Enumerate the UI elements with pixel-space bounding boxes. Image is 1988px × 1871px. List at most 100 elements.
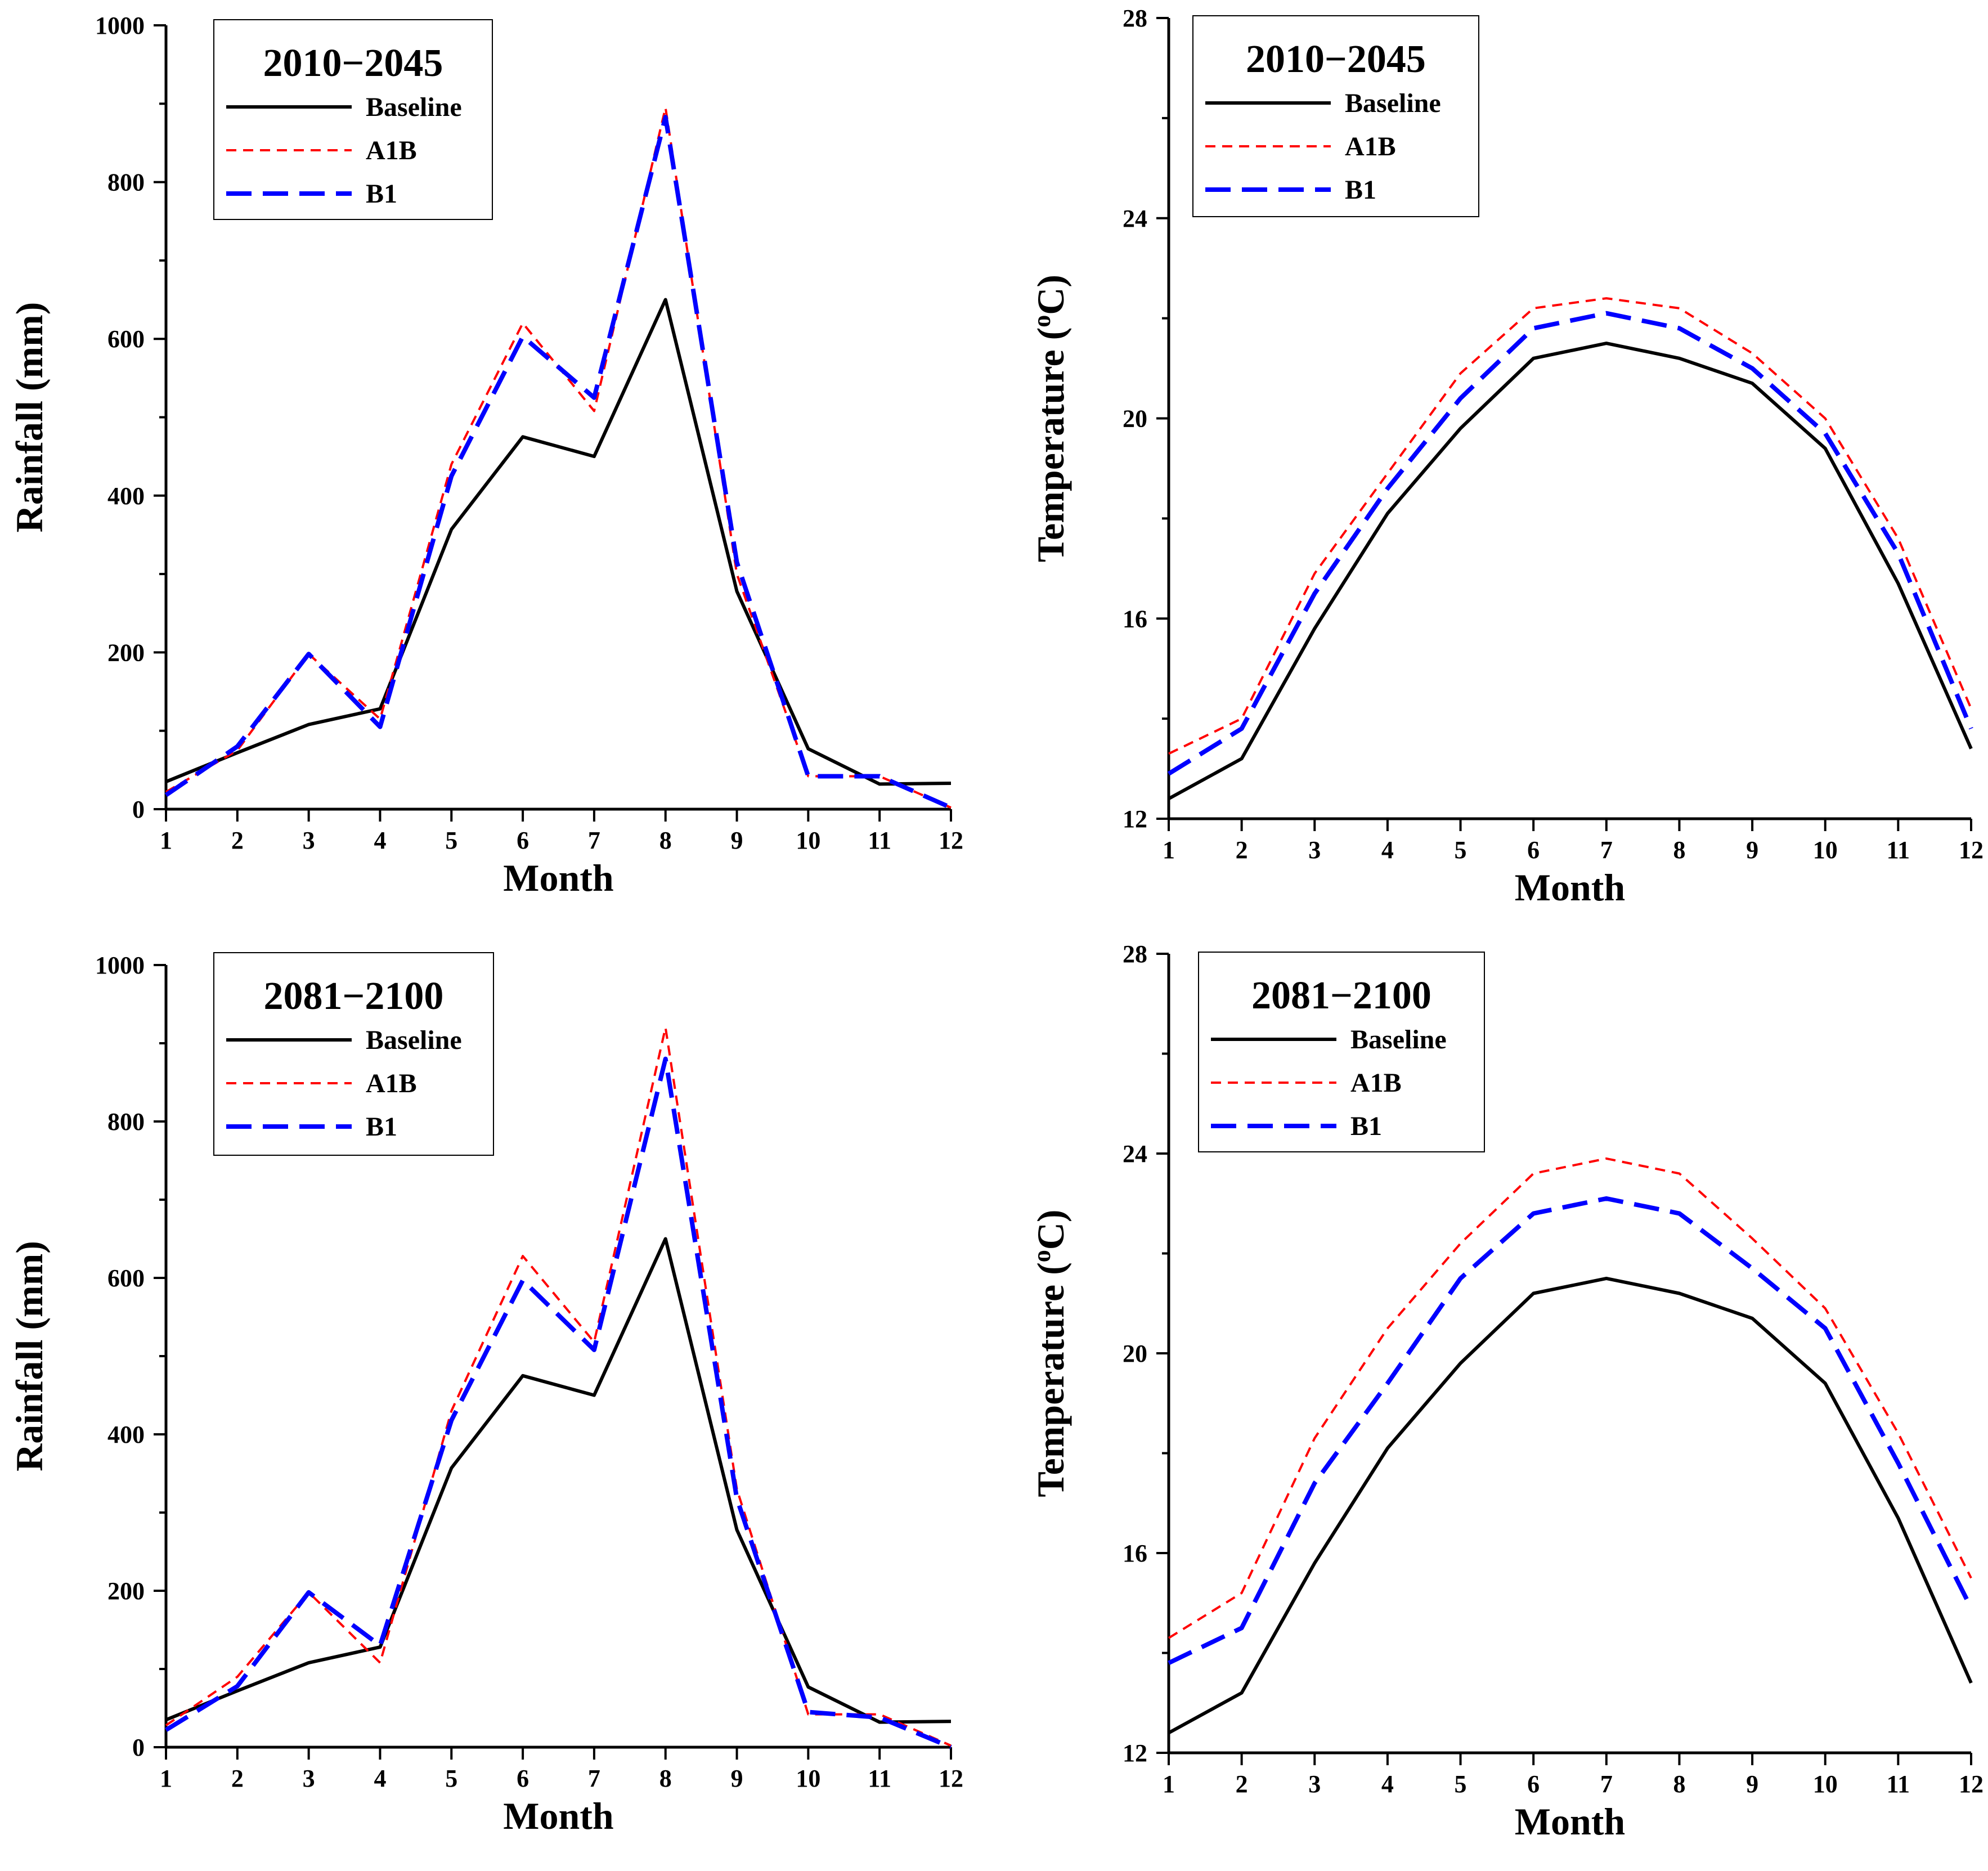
x-tick-label: 12 [939, 827, 963, 854]
x-tick-label: 4 [1381, 1770, 1394, 1798]
x-tick-label: 6 [1527, 1770, 1540, 1798]
y-axis-title-main: Temperature ( [1029, 327, 1072, 562]
x-tick-label: 9 [1746, 1770, 1758, 1798]
x-tick-label: 6 [517, 827, 529, 854]
legend-label-a1b: A1B [1350, 1068, 1402, 1098]
y-tick-label: 24 [1123, 205, 1147, 232]
x-tick-label: 3 [1308, 836, 1321, 864]
legend-box [1198, 952, 1485, 1152]
legend-label-a1b: A1B [366, 136, 417, 165]
y-axis-title: Temperature (oC) [1028, 1209, 1072, 1497]
series-line-b1 [1168, 1196, 1973, 1665]
legend-box [213, 952, 494, 1156]
legend-title: 2081−2100 [264, 975, 444, 1018]
y-tick-label: 20 [1123, 1340, 1147, 1367]
y-axis-title-tail: C) [1029, 275, 1072, 315]
legend-label-a1b: A1B [1345, 132, 1396, 161]
y-tick-label: 1000 [95, 952, 145, 979]
series-line-b1 [1167, 311, 1973, 776]
y-tick-label: 12 [1123, 805, 1147, 833]
legend-label-b1: B1 [366, 179, 397, 209]
y-tick-label: 28 [1123, 5, 1147, 32]
series-line-baseline [165, 298, 952, 786]
x-tick-label: 10 [796, 827, 820, 854]
y-tick-label: 0 [132, 1734, 145, 1761]
x-tick-label: 4 [374, 827, 386, 854]
x-tick-label: 11 [868, 827, 891, 854]
x-tick-label: 7 [588, 1765, 600, 1792]
y-tick-label: 20 [1123, 405, 1147, 433]
x-tick-label: 2 [231, 1765, 244, 1792]
x-tick-label: 12 [1959, 1770, 1983, 1798]
y-axis-title-superscript: o [1028, 315, 1056, 327]
legend-label-baseline: Baseline [1350, 1025, 1447, 1055]
x-tick-label: 8 [659, 827, 672, 854]
x-tick-label: 5 [1455, 1770, 1467, 1798]
x-tick-label: 12 [1959, 836, 1983, 864]
legend-title: 2010−2045 [1246, 38, 1426, 81]
x-tick-label: 10 [1813, 1770, 1838, 1798]
x-tick-label: 11 [1887, 1770, 1910, 1798]
series-line-a1b [1168, 1157, 1972, 1639]
legend-label-b1: B1 [1350, 1111, 1382, 1141]
y-tick-label: 16 [1123, 1540, 1147, 1567]
y-tick-label: 600 [107, 325, 145, 353]
x-tick-label: 2 [231, 827, 244, 854]
y-axis-title: Rainfall (mm) [8, 302, 51, 533]
y-axis-title-tail: C) [1029, 1209, 1072, 1250]
legend-label-baseline: Baseline [1345, 88, 1441, 118]
y-axis-title: Temperature (oC) [1028, 275, 1072, 562]
x-tick-label: 1 [160, 1765, 172, 1792]
x-axis-title: Month [1515, 1800, 1625, 1843]
x-tick-label: 7 [1600, 836, 1613, 864]
x-tick-label: 4 [1381, 836, 1394, 864]
legend-box [1192, 15, 1479, 217]
series-line-a1b [1168, 297, 1972, 755]
x-axis-title: Month [1515, 866, 1625, 909]
x-tick-label: 3 [1308, 1770, 1321, 1798]
legend-box [213, 19, 493, 220]
legend-label-a1b: A1B [366, 1069, 417, 1098]
x-tick-label: 2 [1236, 1770, 1248, 1798]
series-line-b1 [164, 1056, 952, 1749]
series-line-baseline [1168, 342, 1973, 801]
x-tick-label: 9 [1746, 836, 1758, 864]
x-tick-label: 8 [1673, 1770, 1685, 1798]
x-tick-label: 1 [160, 827, 172, 854]
x-tick-label: 11 [1887, 836, 1910, 864]
x-tick-label: 9 [731, 1765, 743, 1792]
x-tick-label: 10 [796, 1765, 820, 1792]
x-tick-label: 6 [517, 1765, 529, 1792]
legend-title: 2010−2045 [263, 42, 443, 85]
x-tick-label: 1 [1163, 836, 1175, 864]
y-axis-title: Rainfall (mm) [8, 1241, 51, 1471]
y-axis-title-main: Temperature ( [1029, 1262, 1072, 1497]
x-tick-label: 5 [445, 827, 457, 854]
legend-label-baseline: Baseline [366, 1025, 462, 1055]
y-tick-label: 600 [107, 1264, 145, 1292]
y-tick-label: 28 [1123, 940, 1147, 968]
y-tick-label: 800 [107, 169, 145, 196]
y-tick-label: 800 [107, 1108, 145, 1136]
y-axis-title-superscript: o [1028, 1250, 1056, 1262]
x-axis-title: Month [503, 1794, 613, 1837]
legend-title: 2081−2100 [1251, 974, 1431, 1017]
y-tick-label: 200 [107, 1577, 145, 1605]
y-tick-label: 1000 [95, 12, 145, 39]
x-tick-label: 12 [939, 1765, 963, 1792]
x-tick-label: 9 [731, 827, 743, 854]
y-tick-label: 0 [132, 796, 145, 823]
x-tick-label: 5 [445, 1765, 457, 1792]
x-tick-label: 1 [1163, 1770, 1175, 1798]
y-tick-label: 200 [107, 639, 145, 666]
x-tick-label: 7 [588, 827, 600, 854]
x-tick-label: 4 [374, 1765, 386, 1792]
x-tick-label: 8 [659, 1765, 672, 1792]
x-axis-title: Month [503, 856, 613, 899]
x-tick-label: 3 [303, 827, 315, 854]
